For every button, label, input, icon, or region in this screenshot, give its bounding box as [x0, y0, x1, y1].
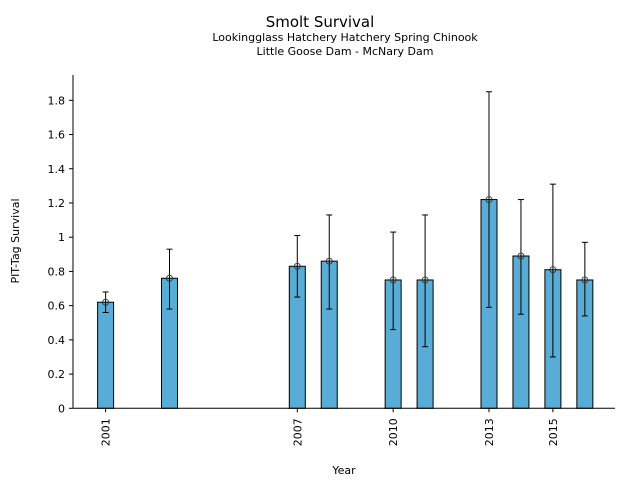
marker-2011 — [421, 276, 429, 284]
x-tick-label: 2001 — [100, 418, 113, 446]
y-tick-label: 0.6 — [48, 300, 66, 313]
y-axis-label: PIT-Tag Survival — [9, 198, 22, 283]
y-tick-label: 1.2 — [48, 197, 66, 210]
chart-subtitle-line-1: Lookingglass Hatchery Hatchery Spring Ch… — [212, 31, 478, 44]
axes-group: 0 0.2 0.4 0.6 0.8 1 1.2 1.4 1.6 1.8 2001 2007 2010 20… — [48, 75, 615, 446]
chart-title: Smolt Survival — [265, 13, 375, 31]
y-tick-label: 0.4 — [48, 334, 66, 347]
x-tick-label: 2015 — [547, 418, 560, 446]
marker-2007 — [293, 262, 301, 270]
y-tick-label: 0.8 — [48, 265, 66, 278]
y-tick-label: 1 — [58, 231, 65, 244]
y-tick-label: 1.8 — [48, 94, 66, 107]
markers-group — [102, 196, 589, 306]
y-tick-label: 1.4 — [48, 163, 66, 176]
x-tick-label: 2010 — [387, 418, 400, 446]
marker-2010 — [389, 276, 397, 284]
marker-2015 — [549, 266, 557, 274]
marker-2001 — [102, 298, 110, 306]
error-bars-group — [102, 91, 588, 358]
bars-group — [97, 199, 594, 409]
marker-2014 — [517, 252, 525, 260]
marker-2008 — [325, 257, 333, 265]
bar-2001 — [97, 301, 115, 409]
x-tick-label: 2013 — [483, 418, 496, 446]
marker-2013 — [485, 196, 493, 204]
x-tick-label: 2007 — [291, 418, 304, 446]
marker-2003 — [166, 274, 173, 282]
y-tick-label: 1.6 — [48, 129, 66, 142]
y-tick-label: 0 — [58, 402, 65, 415]
marker-2016 — [581, 276, 589, 284]
chart-subtitle-line-2: Little Goose Dam - McNary Dam — [256, 45, 434, 58]
y-tick-label: 0.2 — [48, 368, 66, 381]
x-axis-label: Year — [331, 464, 356, 477]
